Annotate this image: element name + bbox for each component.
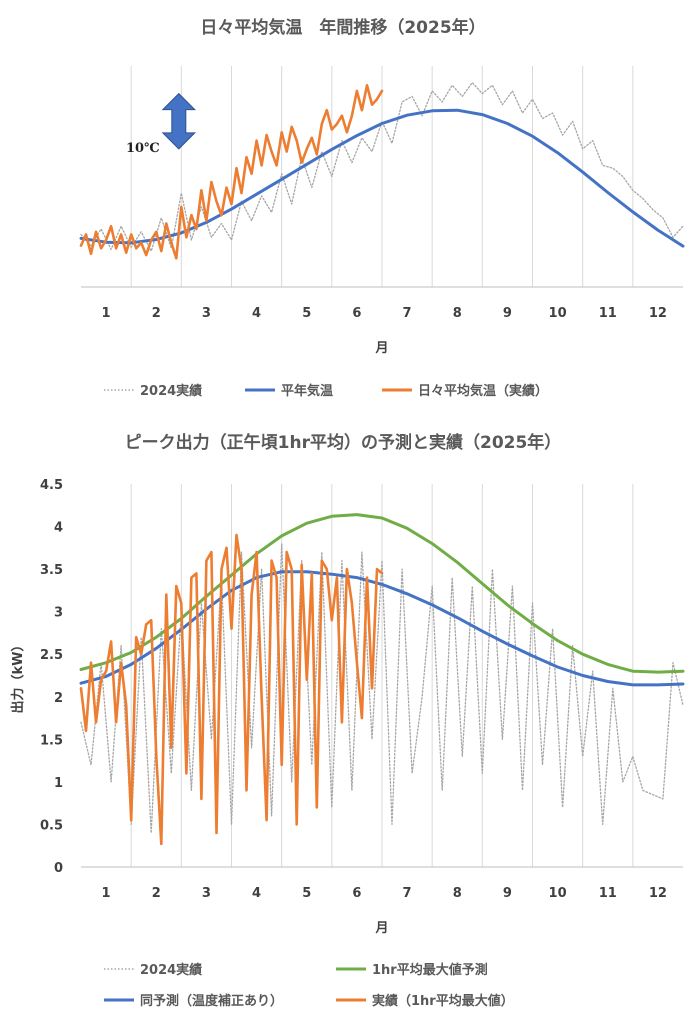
chart2-x-axis-label: 月 <box>374 921 388 936</box>
x-tick-label: 4 <box>252 306 261 321</box>
chart1-legend-actual: 日々平均気温（実績） <box>418 383 548 399</box>
chart1-series <box>79 81 685 260</box>
x-tick-label: 1 <box>102 886 111 901</box>
series-line <box>79 108 685 248</box>
x-tick-label: 8 <box>453 886 462 901</box>
chart1-annotation-label: 10℃ <box>126 141 160 156</box>
series-line <box>79 533 384 846</box>
chart2-y-ticks: 0 0.5 1 1.5 2 2.5 3 3.5 4 4.5 <box>40 478 63 876</box>
y-tick-label: 1.5 <box>40 733 63 748</box>
x-tick-label: 11 <box>599 306 617 321</box>
x-tick-label: 11 <box>599 886 617 901</box>
x-tick-label: 4 <box>252 886 261 901</box>
chart1-x-axis-label: 月 <box>374 341 388 356</box>
x-tick-label: 9 <box>503 306 512 321</box>
x-tick-label: 10 <box>549 306 567 321</box>
x-tick-label: 7 <box>403 886 412 901</box>
x-tick-label: 1 <box>102 306 111 321</box>
y-tick-label: 4.5 <box>40 478 63 493</box>
chart2-legend: 2024実績 1hr平均最大値予測 同予測（温度補正あり） 実績（1hr平均最大… <box>104 962 514 1009</box>
chart1-legend-prev: 2024実績 <box>140 383 202 399</box>
series-line <box>80 81 684 252</box>
y-tick-label: 1 <box>54 776 63 791</box>
chart2-x-ticks: 1 2 3 4 5 6 7 8 9 10 11 12 <box>102 886 667 901</box>
x-tick-label: 12 <box>649 306 667 321</box>
x-tick-label: 8 <box>453 306 462 321</box>
chart1-x-ticks: 1 2 3 4 5 6 7 8 9 10 11 12 <box>102 306 667 321</box>
y-tick-label: 4 <box>54 521 63 536</box>
chart2-y-axis-label: 出力（kW） <box>10 639 26 714</box>
series-line <box>79 84 384 260</box>
y-tick-label: 3 <box>54 606 63 621</box>
chart2-series <box>79 513 685 846</box>
y-tick-label: 0 <box>54 861 63 876</box>
x-tick-label: 6 <box>352 306 361 321</box>
x-tick-label: 2 <box>152 306 161 321</box>
double-arrow-vertical-icon <box>161 92 197 150</box>
y-tick-label: 0.5 <box>40 818 63 833</box>
x-tick-label: 5 <box>302 886 311 901</box>
chart2-legend-maxpred: 1hr平均最大値予測 <box>372 962 488 978</box>
x-tick-label: 9 <box>503 886 512 901</box>
chart1-gridlines <box>130 66 634 287</box>
y-tick-label: 2.5 <box>40 648 63 663</box>
chart1-title: 日々平均気温 年間推移（2025年） <box>200 17 485 38</box>
x-tick-label: 12 <box>649 886 667 901</box>
chart1-legend: 2024実績 平年気温 日々平均気温（実績） <box>104 383 548 399</box>
x-tick-label: 2 <box>152 886 161 901</box>
chart2-title: ピーク出力（正午頃1hr平均）の予測と実績（2025年） <box>125 432 562 453</box>
chart2-legend-tempcorr: 同予測（温度補正あり） <box>140 993 283 1009</box>
chart1-legend-normal: 平年気温 <box>281 383 333 399</box>
y-tick-label: 2 <box>54 691 63 706</box>
x-tick-label: 5 <box>302 306 311 321</box>
x-tick-label: 10 <box>549 886 567 901</box>
y-tick-label: 3.5 <box>40 563 63 578</box>
x-tick-label: 3 <box>202 886 211 901</box>
chart2-legend-prev: 2024実績 <box>140 962 202 978</box>
chart2-legend-actual: 実績（1hr平均最大値） <box>372 993 514 1009</box>
x-tick-label: 7 <box>403 306 412 321</box>
x-tick-label: 6 <box>352 886 361 901</box>
x-tick-label: 3 <box>202 306 211 321</box>
